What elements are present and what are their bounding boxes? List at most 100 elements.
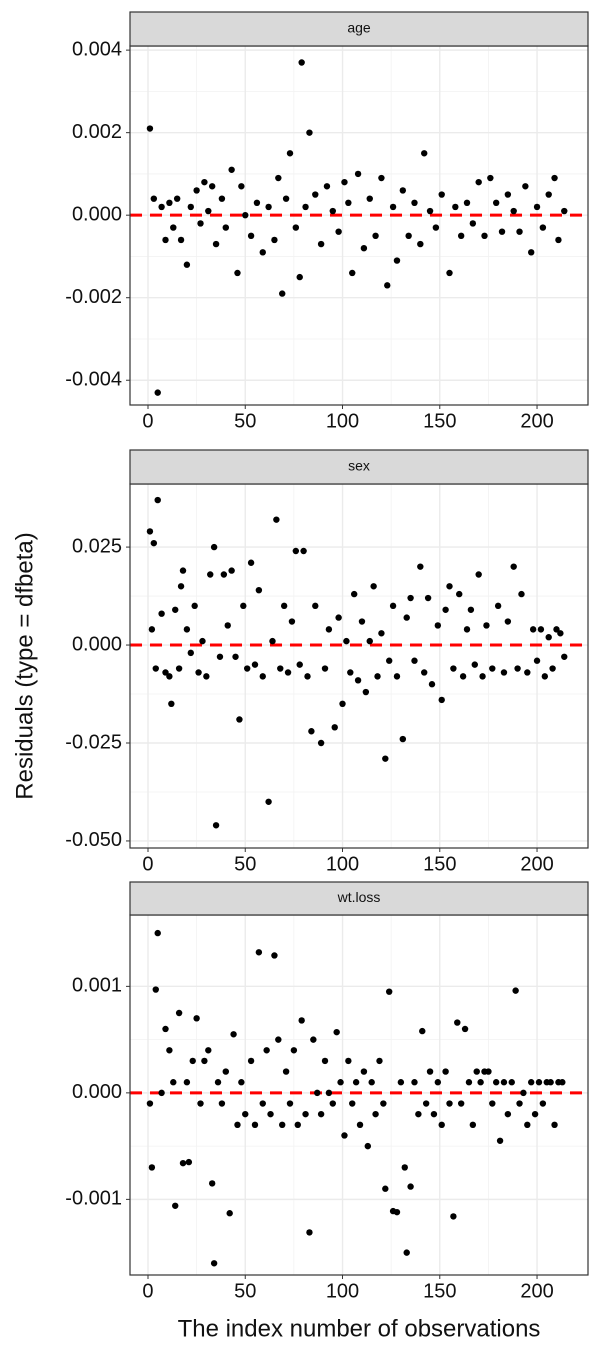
point	[166, 673, 173, 680]
point	[306, 129, 313, 136]
point	[199, 637, 206, 645]
point	[337, 1079, 344, 1086]
point	[228, 567, 235, 574]
point	[267, 1110, 274, 1118]
point	[512, 987, 519, 994]
point	[197, 220, 204, 227]
point	[537, 626, 545, 633]
point	[154, 389, 161, 396]
point	[275, 174, 282, 182]
point	[341, 178, 348, 186]
point	[489, 1100, 496, 1107]
point	[333, 1028, 340, 1036]
point	[446, 1100, 453, 1107]
point	[456, 590, 463, 598]
point	[292, 224, 300, 231]
point	[212, 822, 220, 829]
x-tick-label: 0	[142, 1280, 153, 1302]
point	[469, 220, 477, 227]
point	[434, 1079, 442, 1086]
point	[401, 1164, 408, 1171]
x-axis-title: The index number of observations	[178, 1315, 541, 1342]
y-tick-label: 0.000	[72, 633, 122, 655]
point	[360, 1068, 368, 1075]
point	[179, 567, 187, 574]
point	[343, 637, 350, 645]
point	[259, 673, 266, 680]
y-tick-label: -0.025	[65, 731, 122, 753]
point	[288, 618, 296, 625]
point	[547, 1079, 554, 1086]
point	[170, 1079, 177, 1086]
point	[504, 1110, 512, 1118]
point	[179, 1159, 187, 1167]
point	[175, 1009, 183, 1017]
strip	[129, 11, 589, 47]
point	[317, 240, 325, 248]
point	[255, 949, 263, 956]
point	[471, 661, 478, 668]
point	[349, 269, 356, 277]
point	[461, 1025, 469, 1033]
point	[393, 1208, 401, 1216]
point	[279, 290, 286, 297]
point	[255, 586, 263, 594]
point	[553, 626, 560, 633]
point	[450, 1213, 457, 1220]
point	[146, 1100, 154, 1107]
point	[294, 1121, 301, 1129]
x-tick-label: 200	[520, 410, 553, 432]
point	[545, 191, 552, 198]
point	[479, 673, 486, 680]
point	[234, 1121, 241, 1129]
point	[335, 614, 342, 621]
point	[527, 1079, 535, 1086]
point	[259, 1100, 266, 1107]
point	[399, 187, 407, 194]
x-tick-label: 100	[326, 1280, 359, 1302]
point	[522, 183, 529, 190]
y-tick-label: 0.001	[72, 975, 122, 997]
point	[166, 199, 173, 207]
point	[168, 700, 175, 708]
x-tick-label: 50	[234, 1280, 256, 1302]
point	[242, 211, 249, 219]
x-tick-label: 50	[234, 853, 256, 875]
point	[352, 1079, 360, 1086]
point	[329, 207, 336, 215]
point	[238, 183, 245, 190]
point	[282, 195, 290, 202]
point	[492, 199, 500, 207]
panel-background	[130, 915, 588, 1275]
point	[411, 199, 418, 207]
point	[432, 224, 440, 231]
y-tick-label: 0.002	[72, 121, 122, 143]
point	[428, 681, 436, 688]
point	[321, 665, 329, 672]
point	[284, 669, 292, 676]
point	[335, 228, 342, 235]
point	[290, 1047, 298, 1054]
point	[312, 191, 319, 198]
point	[518, 590, 525, 598]
point	[208, 183, 216, 190]
point	[187, 203, 194, 211]
point	[366, 637, 373, 645]
point	[457, 1100, 465, 1107]
point	[372, 1110, 379, 1118]
point	[487, 174, 494, 182]
point	[411, 1079, 418, 1086]
y-tick-label: -0.050	[65, 829, 122, 851]
point	[265, 798, 272, 805]
point	[242, 1110, 249, 1118]
point	[438, 1121, 445, 1129]
point	[300, 547, 307, 555]
point	[271, 236, 278, 244]
x-tick-label: 150	[423, 853, 456, 875]
point	[205, 1047, 212, 1054]
point	[504, 191, 512, 198]
point	[477, 1079, 484, 1086]
point	[438, 191, 445, 198]
point	[230, 1031, 237, 1038]
point	[279, 1121, 286, 1129]
